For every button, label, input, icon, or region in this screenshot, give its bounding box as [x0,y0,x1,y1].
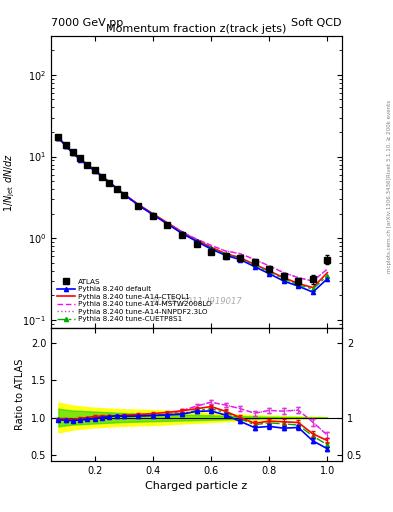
Text: mcplots.cern.ch [arXiv:1306.3436]: mcplots.cern.ch [arXiv:1306.3436] [387,178,391,273]
Legend: ATLAS, Pythia 8.240 default, Pythia 8.240 tune-A14-CTEQL1, Pythia 8.240 tune-A14: ATLAS, Pythia 8.240 default, Pythia 8.24… [55,276,214,325]
X-axis label: Charged particle z: Charged particle z [145,481,248,491]
Y-axis label: $1/N_\mathrm{jet}\ dN/dz$: $1/N_\mathrm{jet}\ dN/dz$ [2,152,17,211]
Title: Momentum fraction z(track jets): Momentum fraction z(track jets) [107,24,286,34]
Text: 7000 GeV pp: 7000 GeV pp [51,18,123,28]
Text: Soft QCD: Soft QCD [292,18,342,28]
Text: Rivet 3.1.10, ≥ 200k events: Rivet 3.1.10, ≥ 200k events [387,100,391,177]
Text: ATLAS_2011_I919017: ATLAS_2011_I919017 [151,295,242,305]
Y-axis label: Ratio to ATLAS: Ratio to ATLAS [15,359,25,430]
